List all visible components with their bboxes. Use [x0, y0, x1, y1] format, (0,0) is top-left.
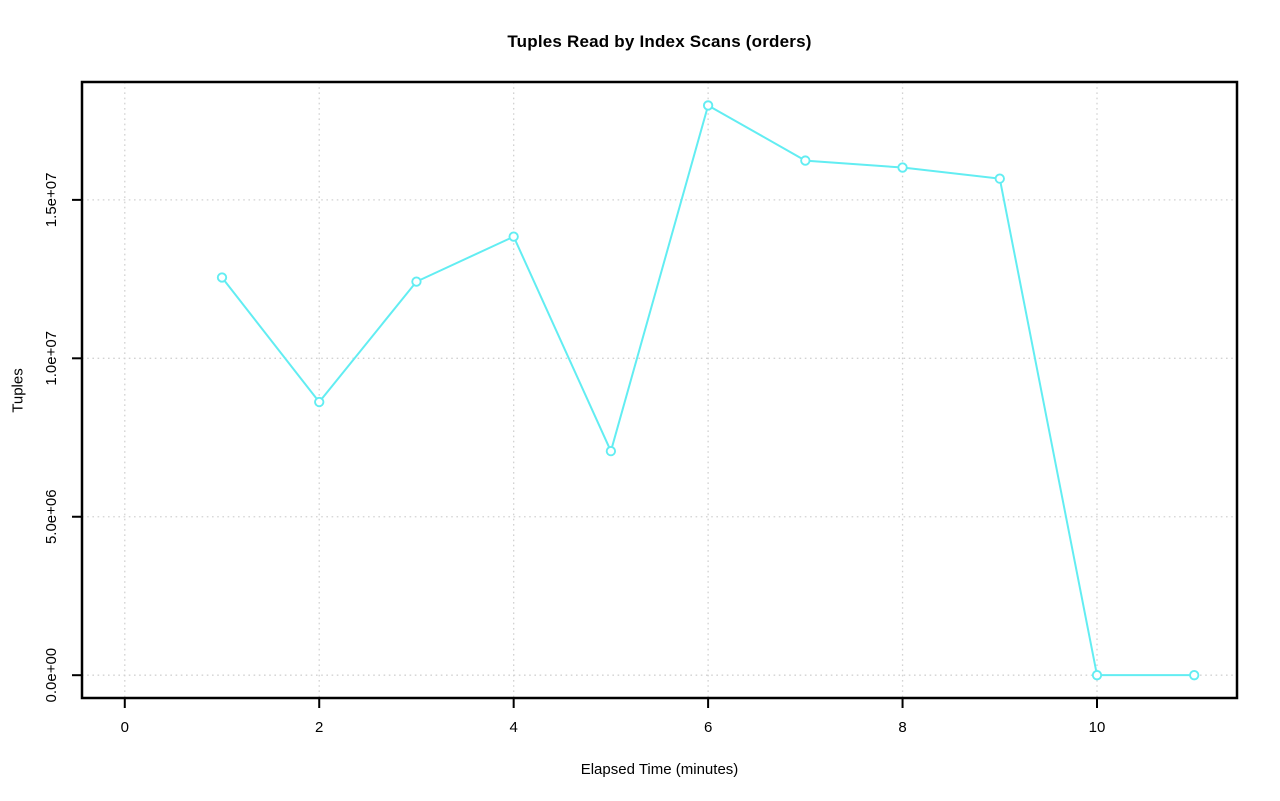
svg-text:10: 10 [1089, 719, 1106, 736]
svg-text:1.0e+07: 1.0e+07 [43, 331, 60, 386]
svg-text:4: 4 [509, 719, 517, 736]
grid-lines [82, 82, 1237, 698]
svg-text:2: 2 [315, 719, 323, 736]
plot-box [80, 80, 1239, 700]
chart-title: Tuples Read by Index Scans (orders) [507, 32, 812, 51]
data-points [216, 100, 1200, 681]
svg-text:0.0e+00: 0.0e+00 [43, 648, 60, 703]
svg-text:0: 0 [121, 719, 129, 736]
axis-ticks [72, 198, 1098, 708]
svg-text:8: 8 [898, 719, 906, 736]
svg-text:5.0e+06: 5.0e+06 [43, 489, 60, 544]
y-axis-label: Tuples [9, 368, 27, 413]
x-tick-labels: 0 2 4 6 8 10 [121, 719, 1106, 736]
svg-text:1.5e+07: 1.5e+07 [43, 173, 60, 228]
y-tick-labels: 0.0e+00 5.0e+06 1.0e+07 1.5e+07 [43, 173, 60, 703]
svg-text:6: 6 [704, 719, 712, 736]
x-axis-label: Elapsed Time (minutes) [580, 761, 739, 778]
